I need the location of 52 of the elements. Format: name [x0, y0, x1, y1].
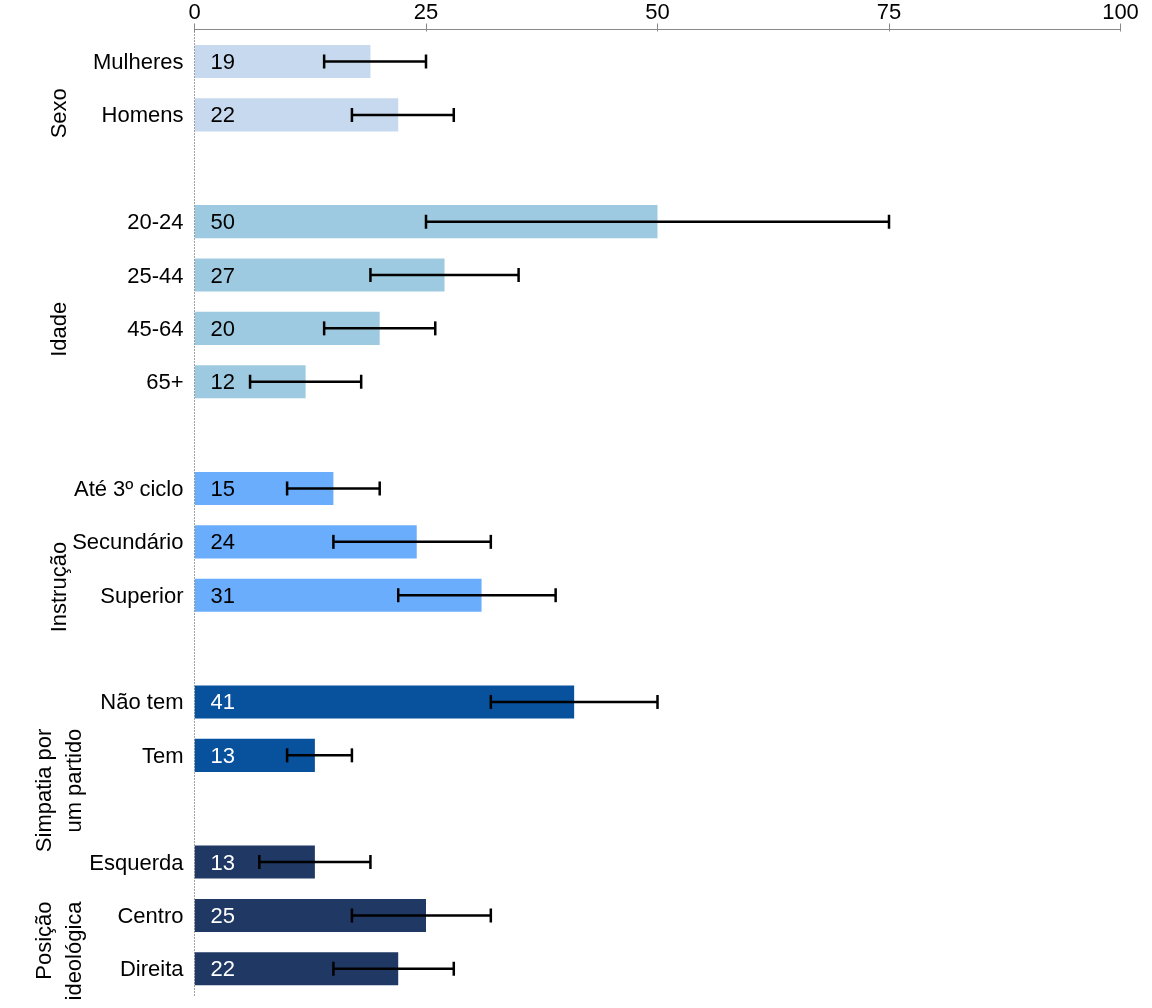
y-tick-label: Esquerda: [89, 849, 185, 875]
y-tick-label: Mulheres: [93, 49, 184, 75]
bar: [194, 685, 575, 719]
y-tick-label: Homens: [101, 102, 184, 128]
text: Idade: [46, 301, 71, 357]
data-label: 12: [210, 369, 235, 395]
bar: [194, 471, 334, 506]
bar: [194, 98, 399, 132]
data-label: 27: [210, 262, 235, 288]
data-label: 22: [210, 956, 235, 982]
y-tick-label: 25-44: [127, 262, 184, 288]
bar: [194, 578, 482, 612]
bar: [194, 205, 658, 239]
y-tick-label: Não tem: [100, 689, 184, 715]
y-tick-label: 65+: [146, 369, 184, 395]
y-tick-label: Tem: [141, 742, 184, 768]
x-tick-label: 75: [876, 0, 902, 24]
data-label: 20: [210, 315, 235, 341]
x-tick-label: 25: [413, 0, 439, 24]
bar: [194, 525, 417, 559]
text: Sexo: [46, 88, 71, 139]
data-label: 25: [210, 902, 235, 928]
text: Posição ideológica: [31, 900, 86, 1001]
y-tick-label: Até 3º ciclo: [73, 475, 184, 501]
data-label: 24: [210, 529, 235, 555]
bar: [194, 738, 315, 772]
x-tick-label: 0: [188, 0, 201, 24]
x-tick-label: 50: [645, 0, 670, 24]
bar: [194, 365, 306, 399]
bar: [194, 845, 315, 879]
bar: [194, 258, 445, 292]
data-label: 13: [210, 849, 235, 875]
y-tick-label: Secundário: [72, 529, 184, 555]
data-label: 50: [210, 209, 235, 235]
y-tick-label: Direita: [119, 956, 185, 982]
x-tick-label: 100: [1102, 0, 1139, 24]
data-label: 19: [210, 49, 235, 75]
bar: [194, 44, 371, 79]
bar: [194, 898, 426, 932]
y-tick-label: Superior: [100, 582, 184, 608]
y-tick-label: 45-64: [127, 315, 184, 341]
y-tick-label: Centro: [117, 902, 184, 928]
bar: [194, 952, 399, 986]
data-label: 22: [210, 102, 235, 128]
data-label: 13: [210, 742, 235, 768]
text: Simpatia por um partido: [31, 728, 86, 853]
data-label: 31: [210, 582, 235, 608]
bar: [194, 311, 380, 345]
data-label: 41: [210, 689, 235, 715]
text: Instrução: [46, 541, 71, 633]
y-tick-label: 20-24: [127, 209, 184, 235]
data-label: 15: [210, 475, 235, 501]
